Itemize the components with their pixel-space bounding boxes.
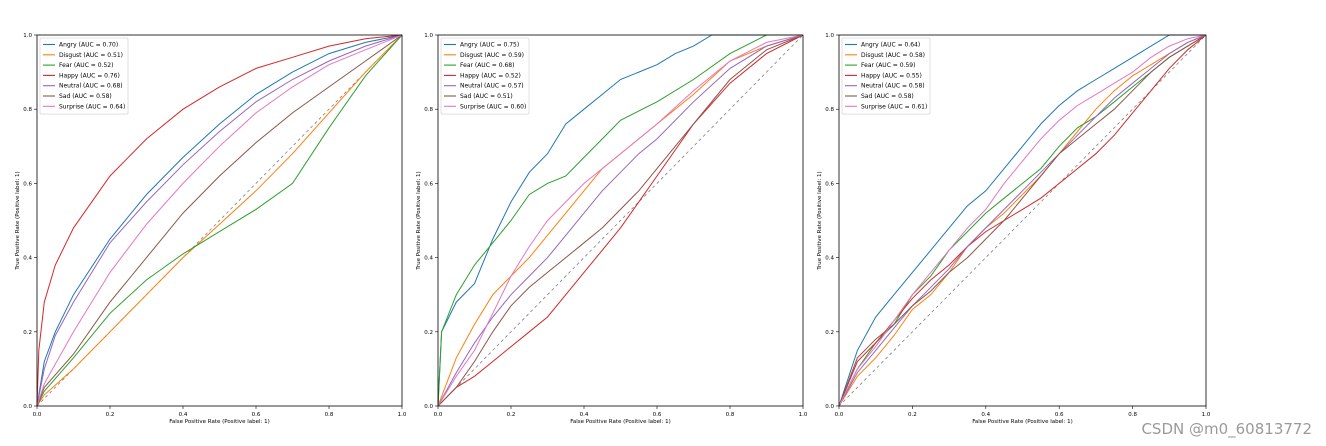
x-tick-label: 1.0 — [398, 412, 407, 418]
legend-label-surprise: Surprise (AUC = 0.64) — [59, 103, 125, 110]
y-tick-label: 0.8 — [23, 107, 32, 113]
y-tick-label: 0.2 — [23, 330, 32, 336]
series-line-angry — [437, 34, 803, 407]
x-tick-label: 0.2 — [908, 412, 917, 418]
series-line-fear — [838, 34, 1207, 407]
legend-label-angry: Angry (AUC = 0.70) — [59, 42, 118, 49]
y-tick-label: 0.4 — [424, 256, 433, 262]
y-tick-label: 0.6 — [825, 181, 834, 187]
series-line-fear — [36, 34, 403, 407]
y-tick-label: 0.8 — [825, 107, 834, 113]
legend-label-fear: Fear (AUC = 0.68) — [460, 62, 514, 69]
axes-frame — [36, 34, 403, 407]
legend-label-fear: Fear (AUC = 0.59) — [861, 62, 915, 69]
roc-panel-1: 0.0 0.2 0.4 0.6 0.8 1.0 0.0 0.2 0.4 0.6 0.8 1.0 Fals… — [15, 33, 407, 425]
x-axis-label: False Positive Rate (Positive label: 1) — [972, 419, 1073, 425]
x-axis-label: False Positive Rate (Positive label: 1) — [570, 419, 671, 425]
series-line-happy — [437, 34, 804, 407]
y-tick-label: 0.0 — [825, 404, 834, 410]
series-line-neutral — [838, 34, 1207, 407]
x-tick-label: 0.4 — [981, 412, 990, 418]
legend-label-disgust: Disgust (AUC = 0.51) — [59, 52, 123, 59]
legend-label-disgust: Disgust (AUC = 0.59) — [460, 52, 524, 59]
series-line-sad — [437, 34, 804, 407]
y-tick-label: 0.0 — [424, 404, 433, 410]
legend-label-angry: Angry (AUC = 0.64) — [861, 42, 920, 49]
x-tick-label: 0.2 — [106, 412, 115, 418]
x-tick-label: 0.4 — [580, 412, 589, 418]
series-line-happy — [36, 34, 403, 407]
y-tick-label: 0.2 — [424, 330, 433, 336]
series-line-disgust — [838, 34, 1207, 407]
legend-label-sad: Sad (AUC = 0.51) — [460, 93, 513, 100]
legend-label-neutral: Neutral (AUC = 0.58) — [861, 83, 925, 90]
y-tick-label: 1.0 — [424, 33, 433, 39]
legend-label-neutral: Neutral (AUC = 0.68) — [59, 83, 123, 90]
roc-panel-3: 0.0 0.2 0.4 0.6 0.8 1.0 0.0 0.2 0.4 0.6 0.8 1.0 Fals… — [817, 33, 1211, 425]
series-line-disgust — [36, 34, 403, 407]
y-tick-label: 0.2 — [825, 330, 834, 336]
y-tick-label: 1.0 — [825, 33, 834, 39]
series-line-happy — [838, 34, 1207, 407]
y-tick-label: 0.4 — [23, 256, 32, 262]
x-tick-label: 0.0 — [33, 412, 42, 418]
y-tick-label: 0.0 — [23, 404, 32, 410]
legend-box — [440, 37, 530, 115]
axes-frame — [838, 34, 1207, 407]
legend-label-surprise: Surprise (AUC = 0.60) — [460, 103, 526, 110]
y-axis-label: True Positive Rate (Positive label: 1) — [817, 171, 823, 270]
legend-label-disgust: Disgust (AUC = 0.58) — [861, 52, 925, 59]
legend-box — [841, 37, 931, 115]
legend-label-surprise: Surprise (AUC = 0.61) — [861, 103, 927, 110]
series-line-neutral — [36, 34, 403, 407]
x-tick-label: 0.4 — [179, 412, 188, 418]
series-line-surprise — [437, 34, 804, 407]
y-tick-label: 0.6 — [424, 181, 433, 187]
legend-label-sad: Sad (AUC = 0.58) — [861, 93, 914, 100]
y-tick-label: 0.6 — [23, 181, 32, 187]
series-line-fear — [437, 34, 803, 407]
legend-label-neutral: Neutral (AUC = 0.57) — [460, 83, 524, 90]
y-axis-label: True Positive Rate (Positive label: 1) — [15, 171, 21, 270]
chance-diagonal-line — [838, 34, 1207, 407]
legend-label-sad: Sad (AUC = 0.58) — [59, 93, 112, 100]
legend-label-happy: Happy (AUC = 0.55) — [861, 72, 922, 79]
x-tick-label: 1.0 — [799, 412, 808, 418]
y-tick-label: 0.4 — [825, 256, 834, 262]
x-tick-label: 0.6 — [1055, 412, 1064, 418]
y-tick-label: 0.8 — [424, 107, 433, 113]
axes-frame — [437, 34, 804, 407]
series-line-surprise — [36, 34, 403, 407]
watermark-text: CSDN @m0_60813772 — [1141, 420, 1312, 438]
x-tick-label: 0.6 — [653, 412, 662, 418]
series-line-sad — [838, 34, 1207, 407]
x-tick-label: 0.6 — [252, 412, 261, 418]
x-tick-label: 0.8 — [1128, 412, 1137, 418]
legend-label-happy: Happy (AUC = 0.76) — [59, 72, 120, 79]
series-line-sad — [36, 34, 403, 407]
legend-label-fear: Fear (AUC = 0.52) — [59, 62, 113, 69]
series-line-angry — [838, 34, 1206, 407]
series-line-angry — [36, 34, 403, 407]
legend-label-angry: Angry (AUC = 0.75) — [460, 42, 519, 49]
roc-panel-2: 0.0 0.2 0.4 0.6 0.8 1.0 0.0 0.2 0.4 0.6 0.8 1.0 Fals… — [416, 33, 808, 425]
x-tick-label: 0.0 — [434, 412, 443, 418]
series-line-surprise — [838, 34, 1207, 407]
x-tick-label: 1.0 — [1202, 412, 1211, 418]
series-line-disgust — [437, 34, 804, 407]
legend-box — [39, 37, 129, 115]
x-tick-label: 0.8 — [325, 412, 334, 418]
x-tick-label: 0.8 — [726, 412, 735, 418]
x-tick-label: 0.2 — [507, 412, 516, 418]
y-axis-label: True Positive Rate (Positive label: 1) — [416, 171, 422, 270]
chance-diagonal-line — [437, 34, 804, 407]
y-tick-label: 1.0 — [23, 33, 32, 39]
legend-label-happy: Happy (AUC = 0.52) — [460, 72, 521, 79]
x-axis-label: False Positive Rate (Positive label: 1) — [169, 419, 270, 425]
x-tick-label: 0.0 — [835, 412, 844, 418]
